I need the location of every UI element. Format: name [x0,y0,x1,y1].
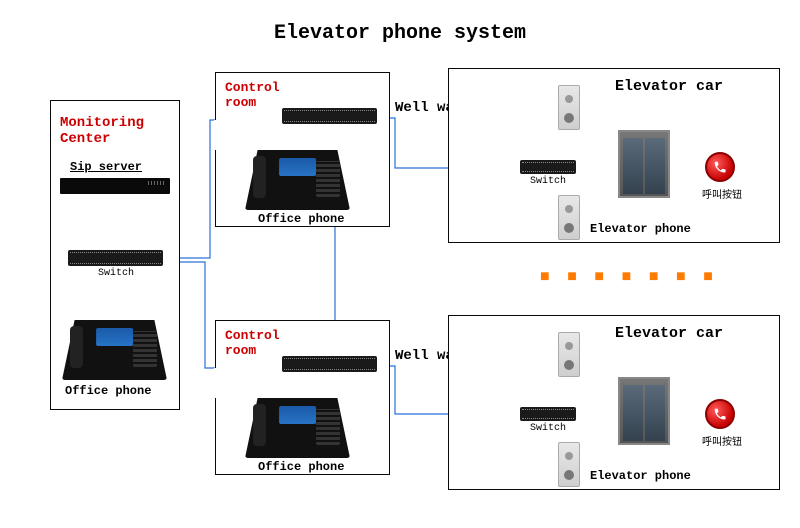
elevator-2-phone-label: Elevator phone [590,469,691,483]
control-room-1-phone-icon [245,150,350,210]
elevator-2-call-button[interactable] [705,399,735,429]
control-room-1-title: Control room [225,80,280,110]
elevator-1-call-label: 呼叫按钮 [702,186,742,202]
elevator-1-intercom-top-icon [558,85,580,130]
elevator-1-intercom-bottom-icon [558,195,580,240]
elevator-1-switch-icon [520,160,576,174]
elevator-car-2-title: Elevator car [615,325,723,342]
sip-server-label: Sip server [70,160,142,174]
elevator-1-call-button[interactable] [705,152,735,182]
control-room-2-title: Control room [225,328,280,358]
control-room-2-phone-icon [245,398,350,458]
elevator-1-phone-label: Elevator phone [590,222,691,236]
monitoring-office-phone-icon [62,320,167,380]
monitoring-office-phone-label: Office phone [65,384,151,398]
elevator-2-switch-icon [520,407,576,421]
elevator-car-1-title: Elevator car [615,78,723,95]
control-room-1-phone-label: Office phone [258,212,344,226]
control-room-2-phone-label: Office phone [258,460,344,474]
monitoring-switch-icon [68,250,163,266]
elevator-2-call-label: 呼叫按钮 [702,433,742,449]
sip-server-icon [60,178,170,194]
phone-icon [713,407,727,421]
elevator-2-switch-label: Switch [530,423,566,434]
elevator-2-intercom-top-icon [558,332,580,377]
phone-icon [713,160,727,174]
elevator-1-door-icon [618,130,670,198]
elevator-1-switch-label: Switch [530,176,566,187]
monitoring-switch-label: Switch [98,268,134,279]
control-room-2-switch-icon [282,356,377,372]
page-title: Elevator phone system [0,22,800,45]
elevator-2-intercom-bottom-icon [558,442,580,487]
elevator-2-door-icon [618,377,670,445]
control-room-1-switch-icon [282,108,377,124]
ellipsis-icon: ■ ■ ■ ■ ■ ■ ■ [540,268,717,286]
monitoring-center-title: Monitoring Center [60,115,144,147]
